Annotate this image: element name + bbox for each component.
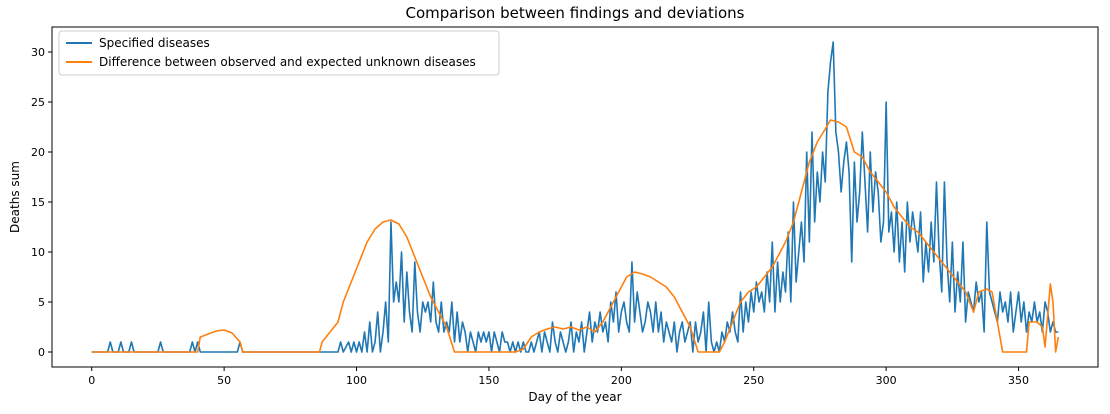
y-axis: 0 5 10 15 20 25 30 (31, 46, 52, 359)
legend-label-1: Specified diseases (99, 36, 210, 50)
legend-label-2: Difference between observed and expected… (99, 55, 476, 69)
x-axis-label: Day of the year (528, 390, 621, 404)
x-tick-label: 350 (1008, 374, 1029, 387)
x-tick-label: 50 (217, 374, 231, 387)
x-axis: 0 50 100 150 200 250 300 350 (88, 367, 1029, 387)
chart-title: Comparison between findings and deviatio… (406, 4, 745, 22)
y-axis-label: Deaths sum (8, 161, 22, 233)
axes-frame (51, 26, 1099, 368)
x-tick-label: 300 (876, 374, 897, 387)
x-tick-label: 250 (743, 374, 764, 387)
y-tick-label: 25 (31, 96, 45, 109)
y-tick-label: 10 (31, 246, 45, 259)
x-tick-label: 100 (346, 374, 367, 387)
series-line-2 (91, 119, 1060, 353)
x-tick-label: 200 (611, 374, 632, 387)
series-group (91, 41, 1060, 353)
legend: Specified diseases Difference between obs… (58, 30, 500, 76)
x-tick-label: 0 (88, 374, 95, 387)
y-tick-label: 15 (31, 196, 45, 209)
series-line-1 (91, 41, 1059, 353)
y-tick-label: 20 (31, 146, 45, 159)
y-tick-label: 5 (38, 296, 45, 309)
y-tick-label: 30 (31, 46, 45, 59)
legend-box (58, 30, 500, 76)
x-tick-label: 150 (478, 374, 499, 387)
y-tick-label: 0 (38, 346, 45, 359)
